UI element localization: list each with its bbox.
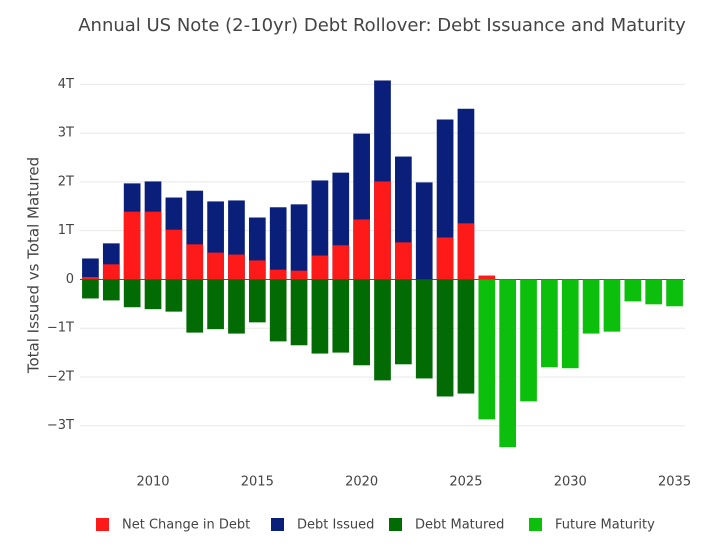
x-tick-label: 2030 <box>554 475 587 490</box>
legend-swatch <box>389 518 402 531</box>
bar <box>561 279 579 369</box>
x-tick-label: 2010 <box>136 475 169 490</box>
bar <box>248 279 266 323</box>
bar <box>82 277 99 280</box>
bar <box>123 211 141 280</box>
bar <box>123 279 141 308</box>
legend-swatch <box>96 518 109 531</box>
bar <box>353 219 370 280</box>
bar <box>186 279 204 333</box>
bar <box>332 245 350 280</box>
bar <box>248 260 266 280</box>
y-tick-label: 0 <box>66 272 74 287</box>
bar <box>582 279 600 334</box>
bar <box>603 279 621 332</box>
bar <box>395 279 412 365</box>
y-tick-label: −3T <box>47 418 74 433</box>
bar <box>290 279 308 346</box>
legend-label: Net Change in Debt <box>122 518 250 533</box>
bar <box>186 244 204 280</box>
bar <box>311 279 329 354</box>
x-tick-label: 2035 <box>658 475 691 490</box>
y-tick-label: 1T <box>58 223 74 238</box>
bar <box>457 223 475 280</box>
y-tick-label: 4T <box>58 77 74 92</box>
legend-label: Debt Matured <box>415 518 504 533</box>
bar <box>290 204 308 280</box>
bar <box>82 279 99 299</box>
bar <box>520 279 537 402</box>
bar <box>457 279 475 394</box>
y-tick-label: −2T <box>47 369 74 384</box>
y-tick-label: −1T <box>47 321 74 336</box>
bar <box>415 182 433 280</box>
chart-title: Annual US Note (2-10yr) Debt Rollover: D… <box>78 15 686 36</box>
bar <box>541 279 558 368</box>
bar <box>290 270 308 280</box>
legend-swatch <box>529 518 542 531</box>
bar <box>332 279 350 353</box>
bar <box>269 279 287 342</box>
y-tick-label: 2T <box>58 174 74 189</box>
bar <box>374 279 391 381</box>
bar <box>478 279 496 420</box>
y-tick-label: 3T <box>58 126 74 141</box>
bar <box>645 279 663 305</box>
bar <box>624 279 642 302</box>
bar <box>228 254 245 280</box>
bar <box>165 229 183 280</box>
bar <box>102 279 120 301</box>
bar <box>144 279 162 310</box>
legend-swatch <box>271 518 284 531</box>
bar <box>499 279 517 448</box>
bar <box>374 181 391 280</box>
legend-label: Debt Issued <box>297 518 374 533</box>
bar <box>269 269 287 280</box>
bar <box>395 242 412 280</box>
bar <box>478 275 496 280</box>
bar <box>415 279 433 379</box>
x-tick-label: 2025 <box>449 475 482 490</box>
bar <box>311 255 329 280</box>
bar <box>311 180 329 280</box>
bar <box>102 264 120 280</box>
bar <box>666 279 683 307</box>
bar <box>436 279 454 397</box>
y-axis-title: Total Issued vs Total Matured <box>25 157 43 374</box>
bar <box>82 258 99 280</box>
legend-label: Future Maturity <box>555 518 655 533</box>
bar <box>207 279 224 330</box>
bar <box>144 211 162 280</box>
bar <box>436 237 454 280</box>
bar <box>269 207 287 280</box>
bar <box>353 279 370 366</box>
bar <box>207 252 224 280</box>
x-tick-label: 2015 <box>241 475 274 490</box>
x-tick-label: 2020 <box>345 475 378 490</box>
bar <box>228 279 245 334</box>
bar <box>165 279 183 312</box>
